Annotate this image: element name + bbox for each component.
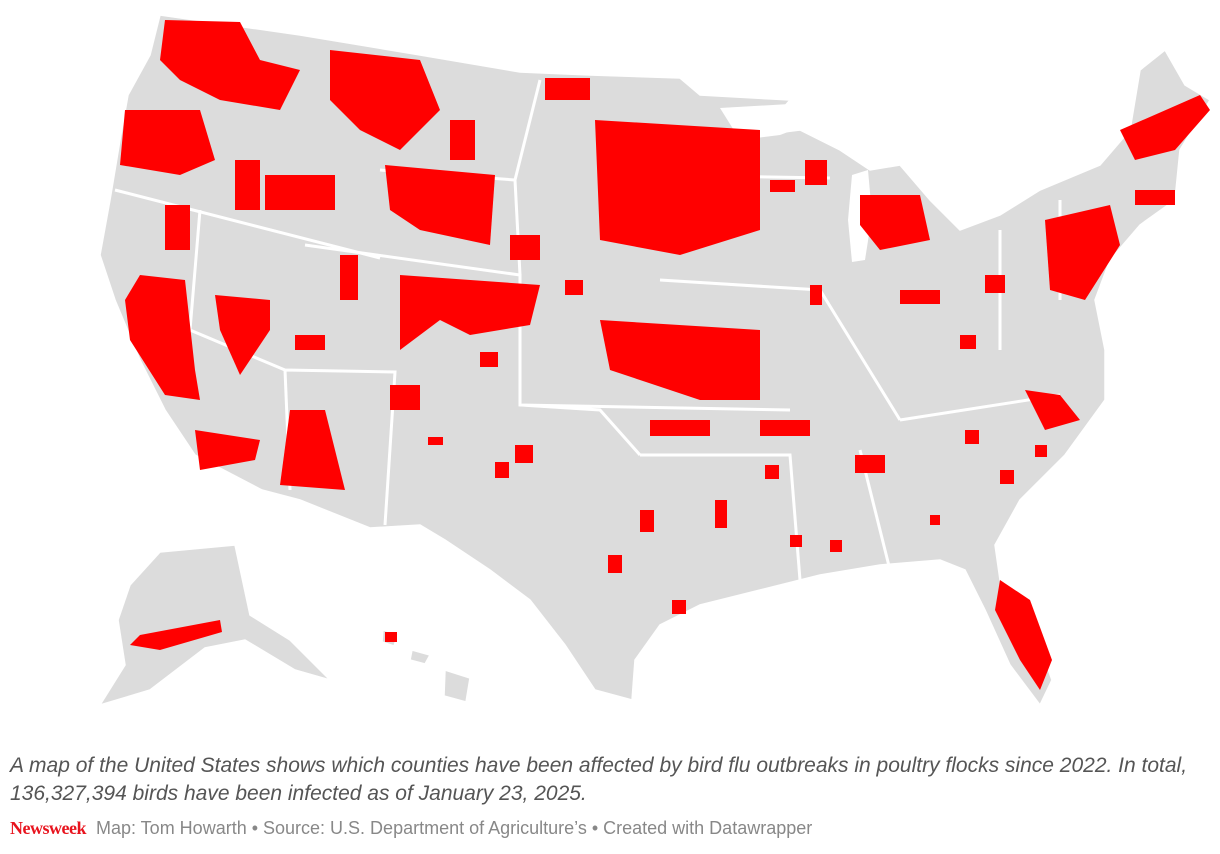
county: [805, 160, 827, 185]
county: [765, 465, 779, 479]
county-cluster: [215, 295, 270, 375]
county-cluster: [160, 20, 300, 110]
county: [672, 600, 686, 614]
county: [545, 78, 590, 100]
county: [515, 445, 533, 463]
county: [390, 385, 420, 410]
caption: A map of the United States shows which c…: [10, 754, 1188, 805]
county-cluster: [130, 620, 222, 650]
county-cluster: [385, 165, 495, 245]
county-cluster: [330, 50, 440, 150]
county: [900, 290, 940, 304]
county: [340, 255, 358, 300]
county: [810, 285, 822, 305]
county: [830, 540, 842, 552]
county: [650, 420, 710, 436]
county-cluster: [400, 275, 540, 350]
county: [965, 430, 979, 444]
county: [790, 535, 802, 547]
county: [960, 335, 976, 349]
county-cluster: [1045, 205, 1120, 300]
county-cluster: [860, 195, 930, 250]
county-cluster: [995, 580, 1052, 690]
county: [608, 555, 622, 573]
county: [428, 437, 443, 445]
county-cluster: [600, 320, 760, 400]
county: [165, 205, 190, 250]
affected-counties: [120, 20, 1210, 690]
us-county-map: [98, 14, 1212, 707]
county: [855, 455, 885, 473]
county-cluster: [595, 120, 760, 255]
county-cluster: [195, 430, 260, 470]
county-cluster: [125, 275, 200, 400]
county: [265, 175, 335, 210]
brand-logo: Newsweek: [10, 818, 86, 838]
footer: Newsweek Map: Tom Howarth • Source: U.S. …: [10, 818, 812, 839]
county-cluster: [1025, 390, 1080, 430]
county: [1035, 445, 1047, 457]
county: [450, 120, 475, 160]
county: [715, 500, 727, 528]
county: [495, 462, 509, 478]
county: [985, 275, 1005, 293]
county-cluster: [280, 410, 345, 490]
county: [510, 235, 540, 260]
county: [640, 510, 654, 532]
county: [235, 160, 260, 210]
county: [385, 632, 397, 642]
county: [930, 515, 940, 525]
county: [480, 352, 498, 367]
county: [770, 180, 795, 192]
county-cluster: [1120, 95, 1210, 160]
county: [565, 280, 583, 295]
county: [295, 335, 325, 350]
county: [1135, 190, 1175, 205]
county-cluster: [120, 110, 215, 175]
credits: Map: Tom Howarth • Source: U.S. Departme…: [95, 818, 813, 838]
county: [1000, 470, 1014, 484]
county: [760, 420, 810, 436]
